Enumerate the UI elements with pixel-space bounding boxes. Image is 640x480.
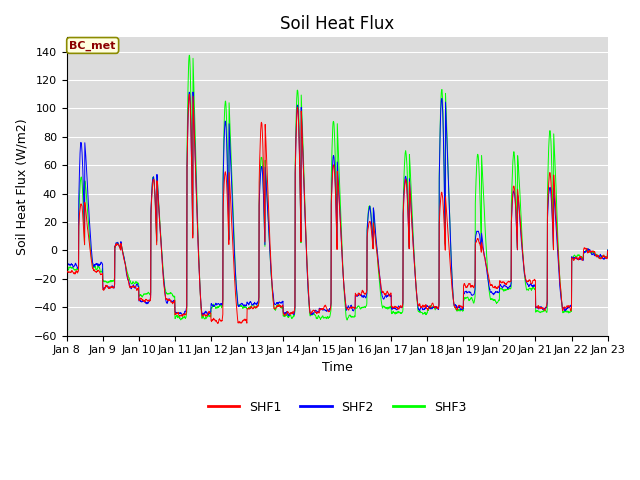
Title: Soil Heat Flux: Soil Heat Flux [280, 15, 394, 33]
Legend: SHF1, SHF2, SHF3: SHF1, SHF2, SHF3 [203, 396, 471, 419]
Text: BC_met: BC_met [70, 40, 116, 50]
Y-axis label: Soil Heat Flux (W/m2): Soil Heat Flux (W/m2) [15, 118, 28, 255]
X-axis label: Time: Time [322, 361, 353, 374]
